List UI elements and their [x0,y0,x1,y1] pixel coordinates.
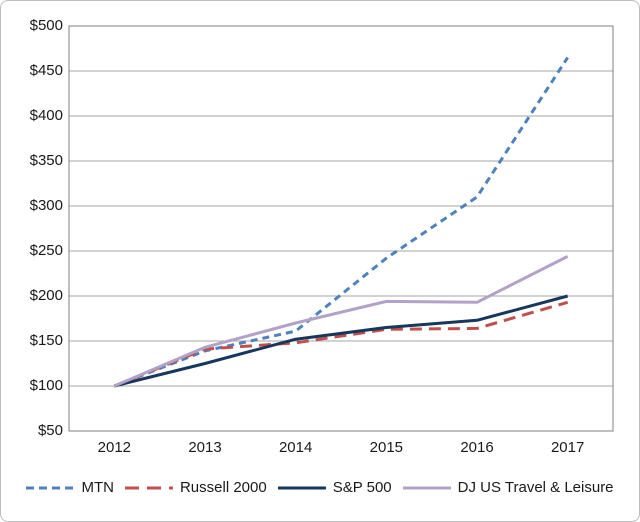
legend-label-dj-us-travel-leisure: DJ US Travel & Leisure [457,479,614,496]
legend-line-swatch-s-p-500 [277,486,326,489]
y-tick-label: $50 [37,422,63,439]
legend-item-s-p-500: S&P 500 [277,479,392,496]
series-line-s-p-500 [113,294,569,388]
y-tick-label: $150 [29,332,63,349]
x-tick-label: 2016 [460,439,494,456]
y-tick-label: $200 [29,287,63,304]
y-tick-label: $250 [29,242,63,259]
x-tick-label: 2014 [278,439,313,456]
x-tick-label: 2012 [97,439,132,456]
legend-item-mtn: MTN [26,479,114,496]
x-tick-label: 2017 [550,439,585,456]
legend-item-russell-2000: Russell 2000 [124,479,267,496]
legend-label-russell-2000: Russell 2000 [179,479,267,496]
y-tick-label: $350 [29,152,63,169]
chart-legend: MTN Russell 2000 S&P 500 DJ US Travel & Lei… [1,479,639,496]
x-tick-label: 2015 [369,439,404,456]
y-tick-label: $500 [29,17,63,34]
y-tick-label: $450 [29,62,63,79]
series-line-dj-us-travel-leisure [113,255,569,388]
y-tick-label: $300 [29,197,63,214]
legend-line-swatch-mtn [26,486,75,489]
legend-label-s-p-500: S&P 500 [332,479,392,496]
legend-label-mtn: MTN [81,479,114,496]
y-tick-label: $100 [29,377,63,394]
legend-item-dj-us-travel-leisure: DJ US Travel & Leisure [402,479,614,496]
legend-line-swatch-russell-2000 [124,486,173,489]
plot-area-border [68,25,614,432]
x-tick-label: 2013 [188,439,222,456]
y-tick-label: $400 [29,107,63,124]
legend-line-swatch-dj-us-travel-leisure [402,486,451,489]
